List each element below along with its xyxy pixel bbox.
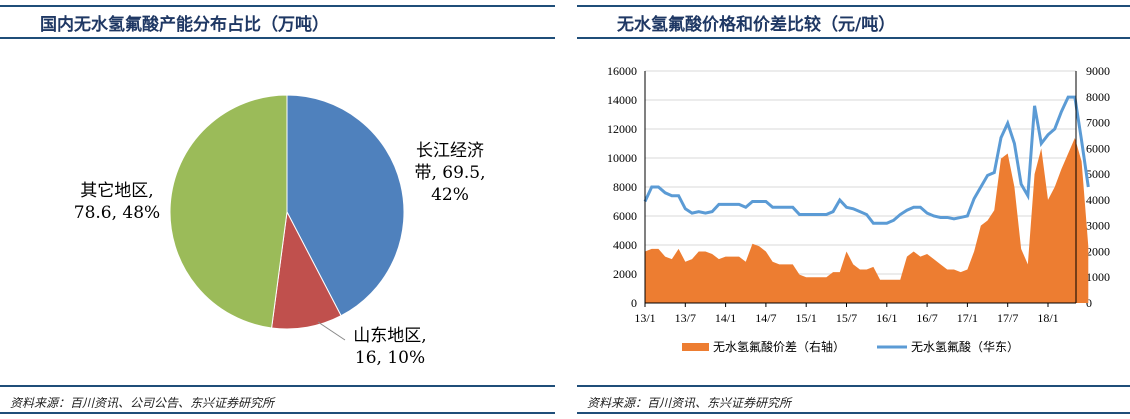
divider — [0, 412, 555, 414]
x-tick-label: 14/7 — [755, 311, 776, 325]
line-panel: 无水氢氟酸价格和价差比较（元/吨） 0 2000 4000 6000 8000 10000… — [577, 0, 1130, 419]
legend-label-spread: 无水氢氟酸价差（右轴） — [713, 339, 845, 354]
pie-label-other: 其它地区, 78.6, 48% — [62, 180, 172, 224]
y-right-tick-label: 9000 — [1086, 64, 1110, 78]
y-right-tick-label: 5000 — [1086, 167, 1110, 181]
price-line — [643, 95, 1090, 225]
y-right-tick-label: 7000 — [1086, 116, 1110, 130]
y-left-tick-label: 0 — [631, 296, 637, 310]
pie-slice-长江经济带 — [286, 94, 405, 317]
leader-line — [317, 321, 346, 341]
pie-label-changjiang: 长江经济 带, 69.5, 42% — [405, 140, 495, 206]
line-source: 资料来源：百川资讯、东兴证券研究所 — [587, 396, 792, 410]
legend-label-price: 无水氢氟酸（华东） — [911, 339, 1019, 354]
legend-swatch-spread — [682, 343, 709, 351]
x-tick-label: 16/7 — [916, 311, 937, 325]
y-left-tick-label: 4000 — [613, 238, 637, 252]
y-left-tick-label: 2000 — [613, 267, 637, 281]
y-left-tick-label: 6000 — [613, 209, 637, 223]
x-tick-label: 15/7 — [836, 311, 857, 325]
label-line: 山东地区, — [353, 326, 427, 346]
y-left-tick-label: 14000 — [607, 93, 637, 107]
y-right-tick-label: 6000 — [1086, 141, 1110, 155]
y-right-tick-label: 4000 — [1086, 193, 1110, 207]
y-right-tick-label: 1000 — [1086, 270, 1110, 284]
pie-slice-其它地区 — [169, 94, 288, 329]
y-right-tick-label: 2000 — [1086, 244, 1110, 258]
y-left-tick-label: 8000 — [613, 180, 637, 194]
x-tick-label: 14/1 — [715, 311, 736, 325]
divider — [0, 5, 555, 7]
pie-source: 资料来源：百川资讯、公司公告、东兴证券研究所 — [10, 396, 275, 410]
pie-panel: 国内无水氢氟酸产能分布占比（万吨） 长江经济 带, 69.5, 42% 山东地区… — [0, 0, 555, 419]
label-line: 78.6, 48% — [73, 203, 161, 223]
label-line: 16, 10% — [354, 348, 426, 368]
pie-label-shandong: 山东地区, 16, 10% — [340, 325, 440, 369]
divider — [577, 37, 1130, 39]
divider — [577, 412, 1130, 414]
x-tick-label: 17/7 — [997, 311, 1018, 325]
x-tick-label: 16/1 — [876, 311, 897, 325]
pie-chart — [169, 94, 405, 341]
y-right-tick-label: 8000 — [1086, 90, 1110, 104]
y-left-tick-label: 10000 — [607, 151, 637, 165]
x-tick-label: 18/1 — [1037, 311, 1058, 325]
line-title: 无水氢氟酸价格和价差比较（元/吨） — [617, 15, 896, 35]
divider — [0, 37, 555, 39]
spread-area — [645, 138, 1089, 303]
label-line: 42% — [431, 185, 469, 205]
y-right-tick-label: 0 — [1086, 296, 1092, 310]
label-line: 其它地区, — [80, 181, 154, 201]
label-line: 带, 69.5, — [414, 163, 486, 183]
y-right-tick-label: 3000 — [1086, 219, 1110, 233]
x-tick-label: 17/1 — [957, 311, 978, 325]
x-tick-label: 13/1 — [634, 311, 655, 325]
y-left-tick-label: 12000 — [607, 122, 637, 136]
divider — [577, 385, 1130, 387]
x-tick-label: 15/1 — [796, 311, 817, 325]
x-tick-label: 13/7 — [675, 311, 696, 325]
divider — [577, 5, 1130, 7]
pie-title: 国内无水氢氟酸产能分布占比（万吨） — [40, 15, 329, 35]
y-left-tick-label: 16000 — [607, 64, 637, 78]
label-line: 长江经济 — [416, 141, 484, 161]
divider — [0, 385, 555, 387]
line-chart: 0 2000 4000 6000 8000 10000 12000 14000 16000 0 10… — [607, 64, 1110, 354]
